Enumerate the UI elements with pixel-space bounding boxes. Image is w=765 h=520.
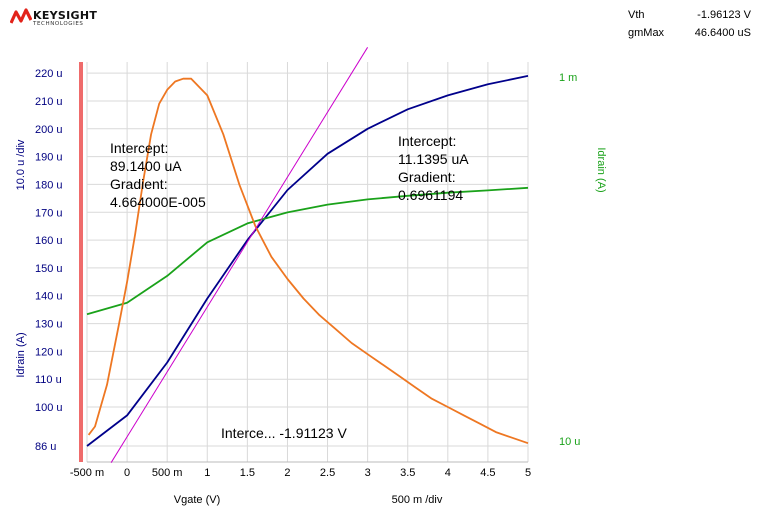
x-axis-tick-label: 4	[445, 467, 451, 479]
right-axis-tick-bottom: 10 u	[559, 436, 580, 448]
annotation-line: Intercept:	[398, 133, 456, 149]
x-axis-tick-label: 500 m	[152, 467, 183, 479]
left-axis-tick-label: 200 u	[35, 124, 63, 136]
measurement-gmmax: gmMax 46.6400 uS	[628, 27, 751, 43]
measurement-label: gmMax	[628, 27, 665, 39]
left-axis-tick-label: 110 u	[35, 374, 62, 386]
annotation-line: Gradient:	[398, 169, 456, 185]
annotation-bottom: Interce... -1.91123 V	[221, 425, 347, 441]
annotation-left: Intercept: 89.1400 uA Gradient: 4.664000…	[110, 140, 206, 210]
brand-subtitle: TECHNOLOGIES	[33, 21, 84, 27]
left-axis-tick-label: 120 u	[35, 346, 63, 358]
annotation-line: 4.664000E-005	[110, 194, 206, 210]
left-axis-tick-label: 160 u	[35, 235, 63, 247]
annotation-line: Gradient:	[110, 176, 168, 192]
measurement-vth: Vth -1.96123 V	[628, 9, 751, 25]
x-axis-tick-label: 2	[284, 467, 290, 479]
x-axis-tick-label: 2.5	[320, 467, 335, 479]
x-axis-tick-label: -500 m	[70, 467, 104, 479]
right-axis-tick-top: 1 m	[559, 72, 577, 84]
measurement-value: -1.96123 V	[697, 9, 751, 21]
grid	[86, 62, 529, 462]
keysight-logo: KEYSIGHT TECHNOLOGIES	[6, 4, 116, 32]
annotation-line: Intercept:	[110, 140, 168, 156]
series-layer	[86, 47, 529, 463]
annotation-line: 11.1395 uA	[398, 151, 469, 167]
annotation-line: 0.6961194	[398, 187, 463, 203]
annotation-right: Intercept: 11.1395 uA Gradient: 0.696119…	[398, 133, 469, 203]
x-axis-label: Vgate (V)	[174, 494, 220, 506]
x-axis-tick-label: 3	[365, 467, 371, 479]
x-axis-ticks: -500 m 0 500 m 1 1.5 2 2.5 3 3.5 4 4.5 5	[70, 467, 531, 479]
left-axis-tick-label: 210 u	[35, 96, 63, 108]
left-axis-tick-label: 190 u	[35, 152, 63, 164]
brand-name: KEYSIGHT	[33, 9, 98, 22]
x-axis-tick-label: 4.5	[480, 467, 495, 479]
x-axis-scale: 500 m /div	[392, 494, 443, 506]
gm-series	[87, 77, 529, 445]
idrain-log-series	[86, 186, 529, 316]
start-marker[interactable]	[79, 62, 83, 462]
left-axis-tick-label: 150 u	[35, 263, 63, 275]
left-axis-tick-label: 180 u	[35, 179, 63, 191]
left-axis-tick-label: 170 u	[35, 207, 63, 219]
x-axis-tick-label: 1	[204, 467, 210, 479]
left-axis-tick-label: 130 u	[35, 319, 63, 331]
x-axis-tick-label: 0	[124, 467, 130, 479]
left-axis-tick-label: 100 u	[35, 402, 63, 414]
keysight-wave-icon	[10, 8, 32, 24]
left-axis-scale: 10.0 u /div	[15, 139, 27, 190]
idrain-linear-series	[86, 75, 529, 447]
left-axis-label: Idrain (A)	[15, 332, 27, 377]
left-axis-tick-label: 140 u	[35, 291, 63, 303]
left-axis-tick-label: 220 u	[35, 68, 63, 80]
left-axis-ticks: 86 u 100 u 110 u 120 u 130 u 140 u 150 u 160 u 1…	[35, 68, 63, 453]
x-axis-tick-label: 1.5	[240, 467, 255, 479]
annotation-line: 89.1400 uA	[110, 158, 182, 174]
tangent-line	[110, 47, 369, 463]
x-axis-tick-label: 5	[525, 467, 531, 479]
measurement-value: 46.6400 uS	[694, 27, 751, 39]
measurement-label: Vth	[628, 9, 645, 21]
left-axis-tick-label: 86 u	[35, 441, 56, 453]
right-axis-label: Idrain (A)	[595, 147, 607, 192]
x-axis-tick-label: 3.5	[400, 467, 415, 479]
